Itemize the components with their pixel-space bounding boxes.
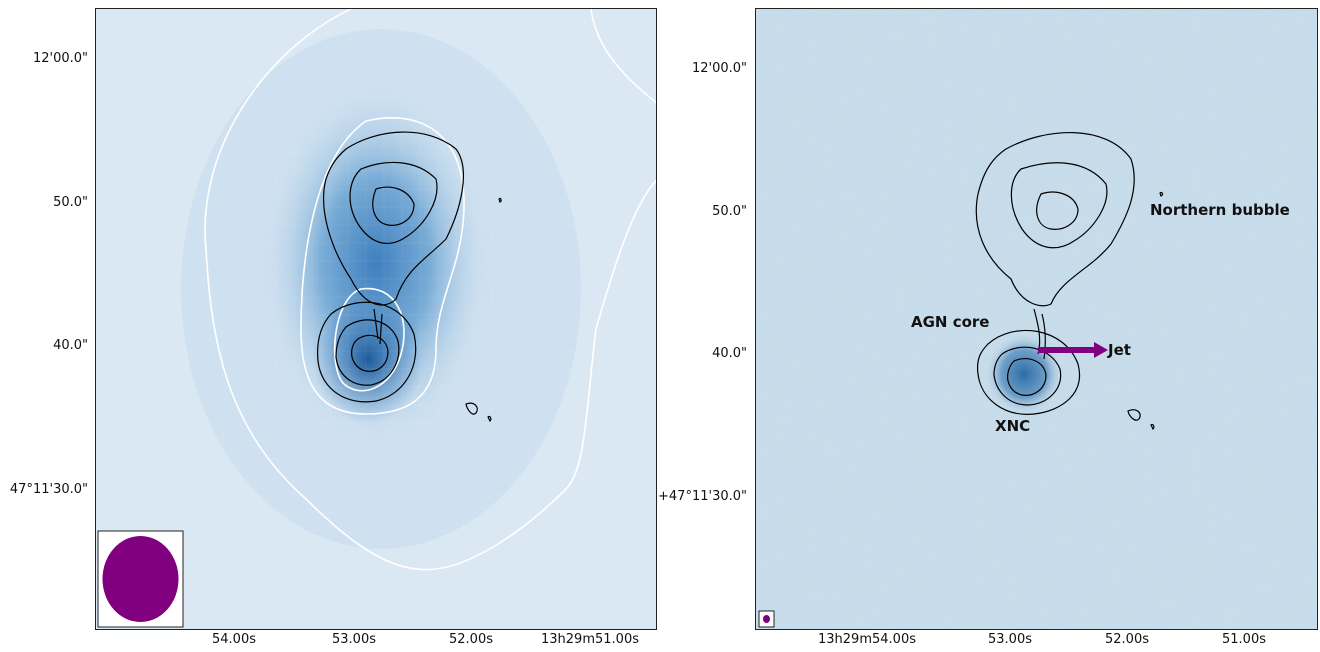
right-beam-ellipse [763, 615, 770, 623]
right-panel-image [755, 8, 1318, 630]
jet-arrow-head [1094, 342, 1108, 358]
right-y-tick-3: 40.0" [712, 346, 747, 361]
right-y-tick-2: 50.0" [712, 204, 747, 219]
left-x-tick-1: 54.00s [212, 632, 256, 647]
left-y-tick-2: 50.0" [53, 195, 88, 210]
left-inner-contour [333, 287, 405, 392]
left-middle-contour [300, 117, 465, 415]
agn-core-label: AGN core [911, 313, 990, 331]
left-outer-contour [204, 9, 656, 571]
left-map-svg [96, 9, 656, 629]
left-corner-contour [590, 9, 656, 104]
right-y-tick-4: +47°11'30.0" [658, 489, 747, 504]
left-x-tick-4: 13h29m51.00s [541, 632, 639, 647]
right-y-tick-1: 12'00.0" [691, 61, 747, 76]
xnc-label: XNC [995, 417, 1031, 435]
right-map-svg [756, 9, 1317, 629]
left-x-tick-3: 52.00s [449, 632, 493, 647]
left-y-tick-3: 40.0" [53, 338, 88, 353]
right-x-tick-2: 53.00s [988, 632, 1032, 647]
left-pixel-grid [96, 9, 656, 629]
northern-bubble-label: Northern bubble [1150, 201, 1290, 219]
right-x-tick-4: 51.00s [1222, 632, 1266, 647]
right-emission-core [986, 334, 1062, 414]
left-y-tick-1: 12'00.0" [32, 51, 88, 66]
left-panel-image [95, 8, 657, 630]
left-beam-ellipse [102, 536, 179, 622]
jet-label: Jet [1108, 341, 1131, 359]
left-radio-contours [317, 131, 502, 423]
right-x-tick-1: 13h29m54.00s [818, 632, 916, 647]
left-x-tick-2: 53.00s [332, 632, 376, 647]
left-y-tick-4: 47°11'30.0" [9, 482, 88, 497]
right-x-tick-3: 52.00s [1105, 632, 1149, 647]
right-radio-contours [975, 131, 1164, 431]
